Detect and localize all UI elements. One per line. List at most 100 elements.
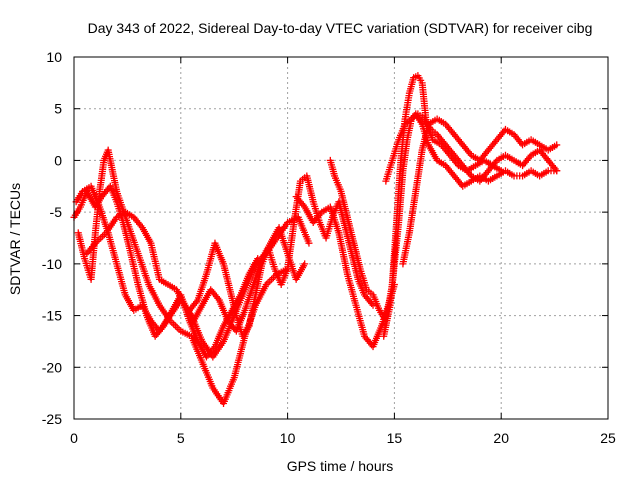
- track-markers: [168, 319, 183, 333]
- track-markers: [477, 148, 491, 163]
- track-markers: [71, 205, 83, 219]
- x-tick-label: 10: [280, 430, 296, 446]
- track-markers: [311, 210, 324, 225]
- track-markers: [547, 167, 558, 175]
- track-markers: [73, 190, 85, 204]
- ticks: 0 5 10 15 20 25 -25 -20 -15 -10 -5 0 5 10: [42, 49, 616, 446]
- track-markers: [342, 226, 355, 255]
- series-track-10: [399, 115, 561, 268]
- track-markers: [416, 112, 426, 121]
- track-markers: [538, 168, 550, 179]
- track-markers: [103, 215, 119, 235]
- track-markers: [469, 153, 482, 163]
- track-markers: [299, 174, 309, 183]
- track-markers: [84, 241, 98, 256]
- track-markers: [443, 122, 457, 137]
- track-markers: [396, 122, 408, 141]
- track-markers: [486, 158, 499, 173]
- track-markers: [380, 303, 394, 338]
- track-markers: [412, 73, 420, 81]
- track-markers: [344, 216, 357, 245]
- track-markers: [212, 241, 227, 266]
- track-markers: [402, 92, 413, 121]
- track-markers: [460, 163, 474, 178]
- x-tick-label: 25: [600, 430, 616, 446]
- track-markers: [75, 231, 88, 260]
- track-markers: [139, 226, 154, 245]
- track-markers: [391, 221, 402, 266]
- track-markers: [124, 221, 141, 255]
- track-markers: [435, 158, 447, 168]
- track-markers: [227, 288, 240, 317]
- track-markers: [469, 173, 482, 184]
- track-markers: [158, 277, 170, 287]
- track-markers: [529, 168, 541, 179]
- x-tick-label: 15: [387, 430, 403, 446]
- track-markers: [327, 205, 342, 235]
- track-markers: [435, 116, 447, 127]
- track-markers: [521, 137, 533, 148]
- track-markers: [139, 303, 154, 323]
- y-tick-label: -25: [42, 411, 62, 427]
- track-markers: [96, 159, 108, 193]
- track-markers: [327, 159, 338, 178]
- track-markers: [208, 287, 222, 302]
- track-markers: [495, 168, 507, 179]
- track-markers: [487, 173, 499, 184]
- track-markers: [383, 159, 396, 183]
- track-markers: [120, 221, 133, 250]
- y-tick-label: -15: [42, 308, 62, 324]
- series-track-6: [292, 193, 398, 351]
- track-markers: [295, 216, 312, 245]
- track-markers: [546, 158, 559, 173]
- x-tick-label: 20: [493, 430, 509, 446]
- track-markers: [320, 204, 332, 215]
- track-markers: [427, 116, 439, 127]
- y-axis-label: SDTVAR / TECUs: [7, 183, 23, 295]
- track-markers: [389, 138, 402, 162]
- track-markers: [174, 288, 188, 307]
- track-markers: [294, 194, 307, 209]
- track-markers: [188, 334, 205, 364]
- track-markers: [81, 184, 93, 194]
- track-markers: [395, 169, 407, 224]
- series-track-2: [74, 146, 292, 407]
- track-markers: [107, 185, 120, 204]
- track-markers: [195, 272, 210, 302]
- track-markers: [412, 148, 426, 193]
- track-markers: [362, 293, 376, 307]
- track-markers: [426, 143, 440, 162]
- track-markers: [403, 117, 413, 126]
- track-markers: [431, 137, 443, 148]
- track-markers: [546, 142, 559, 153]
- track-markers: [278, 267, 291, 286]
- track-markers: [460, 143, 474, 157]
- track-markers: [419, 122, 432, 152]
- track-markers: [482, 158, 494, 168]
- track-markers: [537, 148, 551, 163]
- track-markers: [131, 215, 145, 230]
- track-markers: [335, 231, 351, 276]
- track-markers: [513, 172, 524, 180]
- track-markers: [240, 324, 252, 338]
- track-markers: [220, 376, 237, 405]
- track-markers: [429, 127, 439, 137]
- track-markers: [439, 143, 452, 157]
- y-tick-label: 10: [46, 49, 62, 65]
- track-markers: [355, 278, 368, 297]
- track-markers: [252, 262, 265, 297]
- track-markers: [399, 138, 411, 173]
- track-markers: [447, 153, 461, 168]
- track-markers: [335, 200, 349, 229]
- track-markers: [357, 267, 370, 291]
- track-markers: [123, 209, 136, 220]
- plot-frame: [73, 56, 609, 420]
- track-markers: [135, 252, 152, 286]
- series-track-8: [380, 110, 561, 340]
- track-markers: [191, 303, 205, 323]
- track-markers: [486, 138, 499, 152]
- track-markers: [132, 303, 144, 313]
- track-markers: [538, 142, 550, 153]
- series-track-5: [185, 172, 377, 340]
- track-markers: [504, 168, 516, 179]
